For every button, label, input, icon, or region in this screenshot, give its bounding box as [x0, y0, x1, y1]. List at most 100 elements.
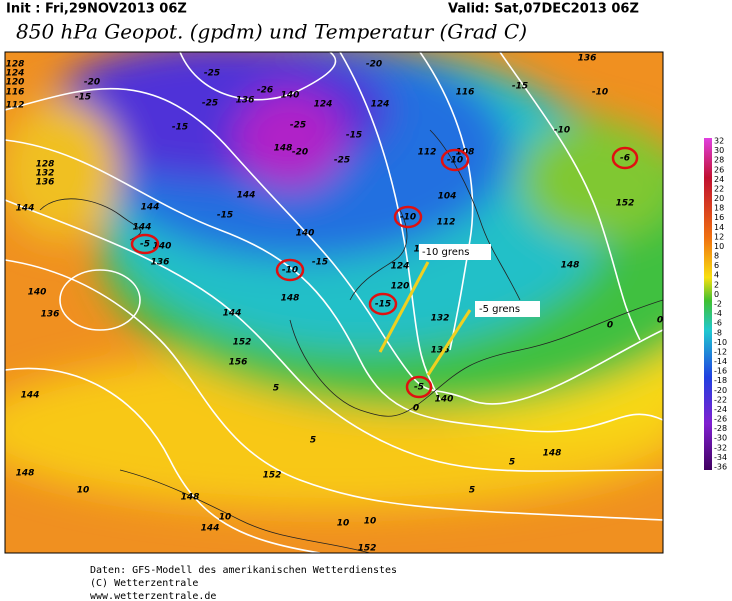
contour-label: 124	[314, 100, 333, 110]
colorbar-label: -30	[714, 434, 727, 443]
colorbar-label: 26	[714, 165, 724, 174]
contour-label: 116	[456, 88, 475, 98]
contour-label: 136	[578, 54, 597, 64]
contour-label: -15	[217, 211, 233, 221]
colorbar	[704, 138, 712, 470]
colorbar-label: 28	[714, 156, 724, 165]
colorbar-label: 10	[714, 242, 724, 251]
contour-label: -6	[620, 154, 630, 164]
colorbar-label: 14	[714, 223, 724, 232]
contour-label: -5	[414, 383, 424, 393]
contour-label: -25	[204, 69, 220, 79]
contour-label: -10	[400, 213, 416, 223]
contour-label: 132	[431, 314, 450, 324]
colorbar-label: -2	[714, 300, 722, 309]
contour-label: 104	[438, 192, 457, 202]
contour-label: 152	[263, 471, 282, 481]
colorbar-label: 32	[714, 137, 724, 146]
contour-label: 124	[371, 100, 390, 110]
colorbar-label: -6	[714, 319, 722, 328]
colorbar-label: -16	[714, 367, 727, 376]
contour-label: 10	[337, 519, 350, 529]
contour-label: 128	[36, 160, 55, 170]
annotation: -10 grens	[422, 247, 469, 258]
contour-label: 10	[219, 513, 232, 523]
contour-label: 140	[153, 242, 172, 252]
colorbar-label: -10	[714, 338, 727, 347]
contour-label: -15	[375, 300, 391, 310]
contour-label: 116	[6, 88, 25, 98]
colorbar-label: -12	[714, 347, 727, 356]
colorbar-label: 8	[714, 252, 719, 261]
contour-label: 120	[391, 282, 410, 292]
contour-label: 152	[616, 199, 635, 209]
colorbar-label: 16	[714, 213, 724, 222]
contour-label: -15	[172, 123, 188, 133]
contour-label: 128	[6, 60, 25, 70]
contour-label: 140	[281, 91, 300, 101]
footer-line: www.wetterzentrale.de	[90, 591, 216, 601]
contour-label: 120	[6, 78, 25, 88]
contour-label: 136	[236, 96, 255, 106]
contour-label: -10	[592, 88, 608, 98]
contour-label: 148	[281, 294, 300, 304]
colorbar-label: -28	[714, 424, 727, 433]
contour-labels: -15 -20 -25 -25 -26 -25 -20 -25 -20 -15 -15 -10 -10 -…	[6, 54, 664, 554]
contour-label: -26	[257, 86, 273, 96]
colorbar-label: -4	[714, 309, 722, 318]
colorbar-labels: 32302826242220181614121086420-2-4-6-8-10…	[714, 137, 727, 472]
contour-label: 140	[28, 288, 47, 298]
contour-label: -10	[282, 266, 298, 276]
map-field	[5, 52, 663, 553]
colorbar-label: 22	[714, 184, 724, 193]
colorbar-label: -36	[714, 463, 727, 472]
contour-label: -20	[366, 60, 382, 70]
contour-label: -15	[512, 82, 528, 92]
colorbar-label: 6	[714, 261, 719, 270]
contour-label: 112	[418, 148, 437, 158]
contour-label: 5	[273, 384, 279, 394]
contour-label: 140	[435, 395, 454, 405]
colorbar-label: -24	[714, 405, 727, 414]
footer-line: (C) Wetterzentrale	[90, 578, 198, 589]
colorbar-label: 0	[714, 290, 719, 299]
colorbar-label: 30	[714, 146, 724, 155]
contour-label: 152	[233, 338, 252, 348]
contour-label: 144	[16, 204, 35, 214]
contour-label: -10	[447, 156, 463, 166]
map-title: 850 hPa Geopot. (gpdm) und Temperatur (G…	[16, 20, 527, 44]
contour-label: 0	[413, 404, 419, 414]
contour-label: 148	[274, 144, 293, 154]
colorbar-label: -20	[714, 386, 727, 395]
annotation-box	[475, 301, 540, 317]
contour-label: -15	[75, 93, 91, 103]
contour-label: -20	[292, 148, 308, 158]
valid-time: Valid: Sat,07DEC2013 06Z	[448, 2, 639, 17]
contour-label: 140	[296, 229, 315, 239]
colorbar-label: -26	[714, 415, 727, 424]
colorbar-label: 20	[714, 194, 724, 203]
footer-line: Daten: GFS-Modell des amerikanischen Wet…	[90, 565, 397, 576]
colorbar-label: -32	[714, 443, 727, 452]
contour-label: -20	[84, 78, 100, 88]
contour-label: 136	[431, 346, 450, 356]
colorbar-label: -8	[714, 328, 722, 337]
contour-label: -10	[554, 126, 570, 136]
contour-label: 5	[469, 486, 475, 496]
contour-label: 124	[6, 69, 25, 79]
grens-lines	[378, 261, 472, 376]
contour-label: 10	[77, 486, 90, 496]
contour-label: 144	[201, 524, 220, 534]
contour-label: 144	[223, 309, 242, 319]
colorbar-label: -14	[714, 357, 727, 366]
contour-label: 148	[543, 449, 562, 459]
contour-label: 144	[237, 191, 256, 201]
colorbar-label: 24	[714, 175, 724, 184]
contour-label: -15	[346, 131, 362, 141]
contour-label: 144	[141, 203, 160, 213]
map-frame	[4, 51, 664, 554]
highlight-circles	[130, 146, 639, 399]
init-time: Init : Fri,29NOV2013 06Z	[6, 2, 187, 17]
contour-label: -15	[312, 258, 328, 268]
